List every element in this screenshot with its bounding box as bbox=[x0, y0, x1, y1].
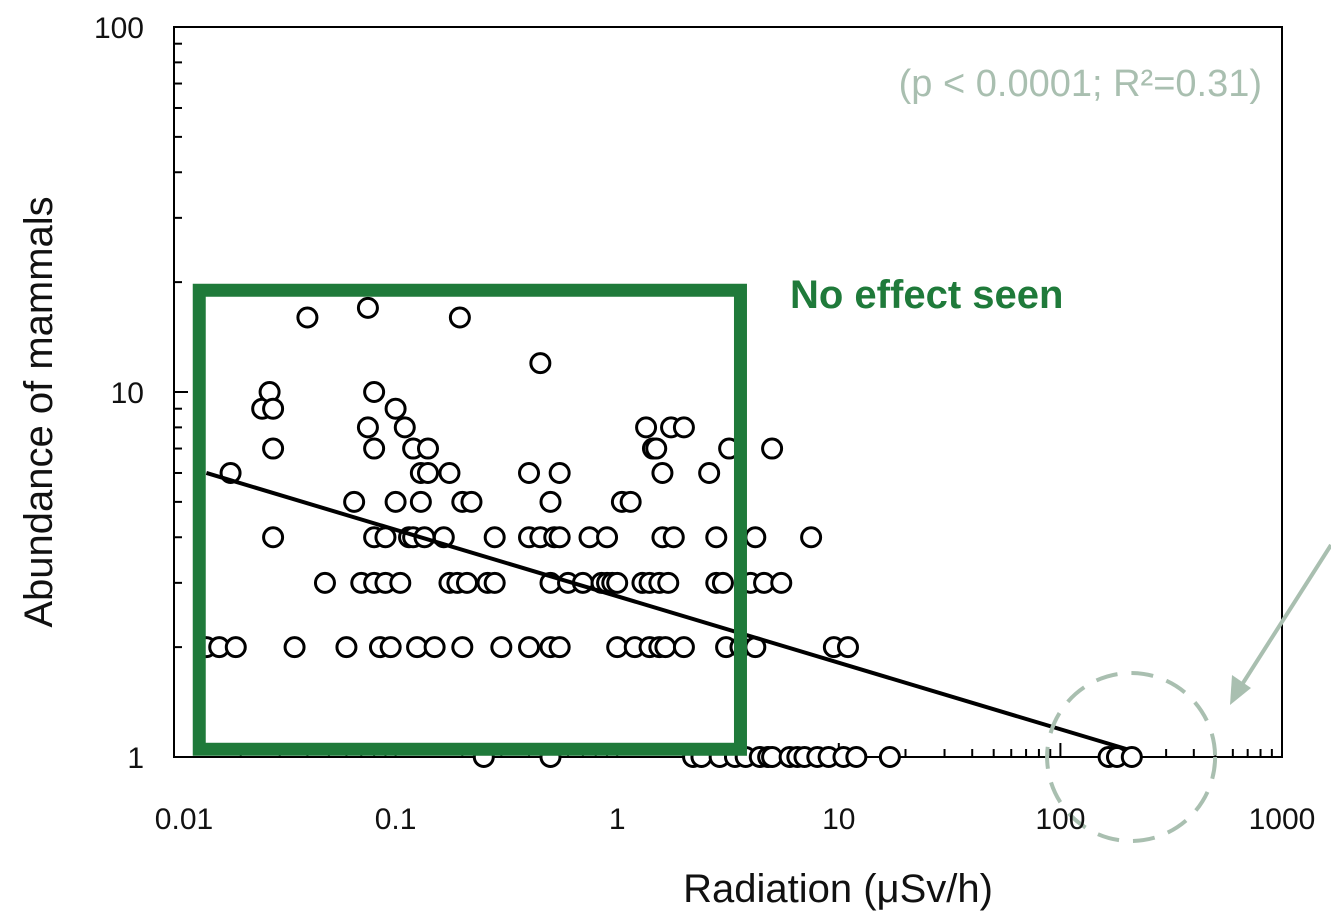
x-axis-title: Radiation (μSv/h) bbox=[683, 867, 993, 911]
x-tick-label: 0.01 bbox=[155, 803, 213, 836]
data-point bbox=[836, 636, 859, 659]
data-point bbox=[335, 636, 358, 659]
data-point bbox=[672, 416, 695, 439]
data-point bbox=[438, 461, 461, 484]
data-point bbox=[262, 526, 285, 549]
data-point bbox=[483, 571, 506, 594]
data-point bbox=[283, 636, 306, 659]
data-point bbox=[662, 526, 685, 549]
x-tick-label: 0.1 bbox=[375, 803, 417, 836]
highlight-box bbox=[192, 283, 747, 756]
data-point bbox=[518, 461, 541, 484]
no-effect-label: No effect seen bbox=[790, 273, 1063, 317]
data-point bbox=[460, 490, 483, 513]
data-point bbox=[448, 306, 471, 329]
trend-line bbox=[205, 471, 1128, 752]
data-points bbox=[195, 296, 1143, 768]
data-point bbox=[761, 437, 784, 460]
data-point bbox=[483, 526, 506, 549]
arrow-line bbox=[1234, 543, 1331, 696]
data-point bbox=[363, 437, 386, 460]
data-point bbox=[224, 636, 247, 659]
data-point bbox=[393, 416, 416, 439]
data-point bbox=[770, 571, 793, 594]
data-point bbox=[800, 526, 823, 549]
data-point bbox=[262, 397, 285, 420]
data-point bbox=[423, 636, 446, 659]
data-point bbox=[596, 526, 619, 549]
x-tick-label: 1000 bbox=[1249, 803, 1316, 836]
data-point bbox=[384, 397, 407, 420]
arrow-head bbox=[1230, 675, 1251, 705]
data-point bbox=[548, 526, 571, 549]
data-point bbox=[490, 636, 513, 659]
data-point bbox=[363, 381, 386, 403]
data-point bbox=[356, 296, 379, 319]
data-point bbox=[343, 490, 366, 513]
data-point bbox=[619, 490, 642, 513]
data-point bbox=[651, 461, 674, 484]
data-point bbox=[606, 571, 629, 594]
x-tick-label: 10 bbox=[822, 803, 855, 836]
data-point bbox=[548, 636, 571, 659]
data-point bbox=[416, 461, 439, 484]
data-point bbox=[672, 636, 695, 659]
data-point bbox=[451, 636, 474, 659]
data-point bbox=[654, 636, 677, 659]
data-point bbox=[384, 490, 407, 513]
data-point bbox=[262, 437, 285, 460]
x-tick-label: 100 bbox=[1035, 803, 1085, 836]
data-point bbox=[456, 571, 479, 594]
data-point bbox=[518, 636, 541, 659]
data-point bbox=[548, 461, 571, 484]
data-point bbox=[845, 746, 868, 768]
data-point bbox=[539, 490, 562, 513]
data-point bbox=[409, 490, 432, 513]
labels: 1 10 100 0.01 0.1 1 10 100 1000 Radiation (μSv/h)… bbox=[17, 12, 1315, 911]
data-point bbox=[313, 571, 336, 594]
y-axis-title: Abundance of mammals bbox=[17, 196, 61, 627]
data-point bbox=[698, 461, 721, 484]
data-point bbox=[529, 352, 552, 375]
data-point bbox=[356, 416, 379, 439]
data-point bbox=[389, 571, 412, 594]
y-tick-label: 1 bbox=[127, 742, 144, 775]
data-point bbox=[296, 306, 319, 329]
y-tick-label: 100 bbox=[94, 12, 144, 45]
y-tick-label: 10 bbox=[111, 377, 144, 410]
data-point bbox=[705, 526, 728, 549]
dashed-circle bbox=[1045, 671, 1218, 843]
data-point bbox=[1120, 746, 1143, 768]
data-point bbox=[744, 526, 767, 549]
x-tick-label: 1 bbox=[609, 803, 626, 836]
data-point bbox=[635, 416, 658, 439]
data-point bbox=[878, 746, 901, 768]
data-point bbox=[711, 571, 734, 594]
data-point bbox=[379, 636, 402, 659]
data-point bbox=[416, 437, 439, 460]
data-point bbox=[657, 571, 680, 594]
data-point bbox=[645, 437, 668, 460]
statistics-label: (p < 0.0001; R²=0.31) bbox=[899, 63, 1262, 105]
overlays bbox=[192, 283, 1331, 843]
